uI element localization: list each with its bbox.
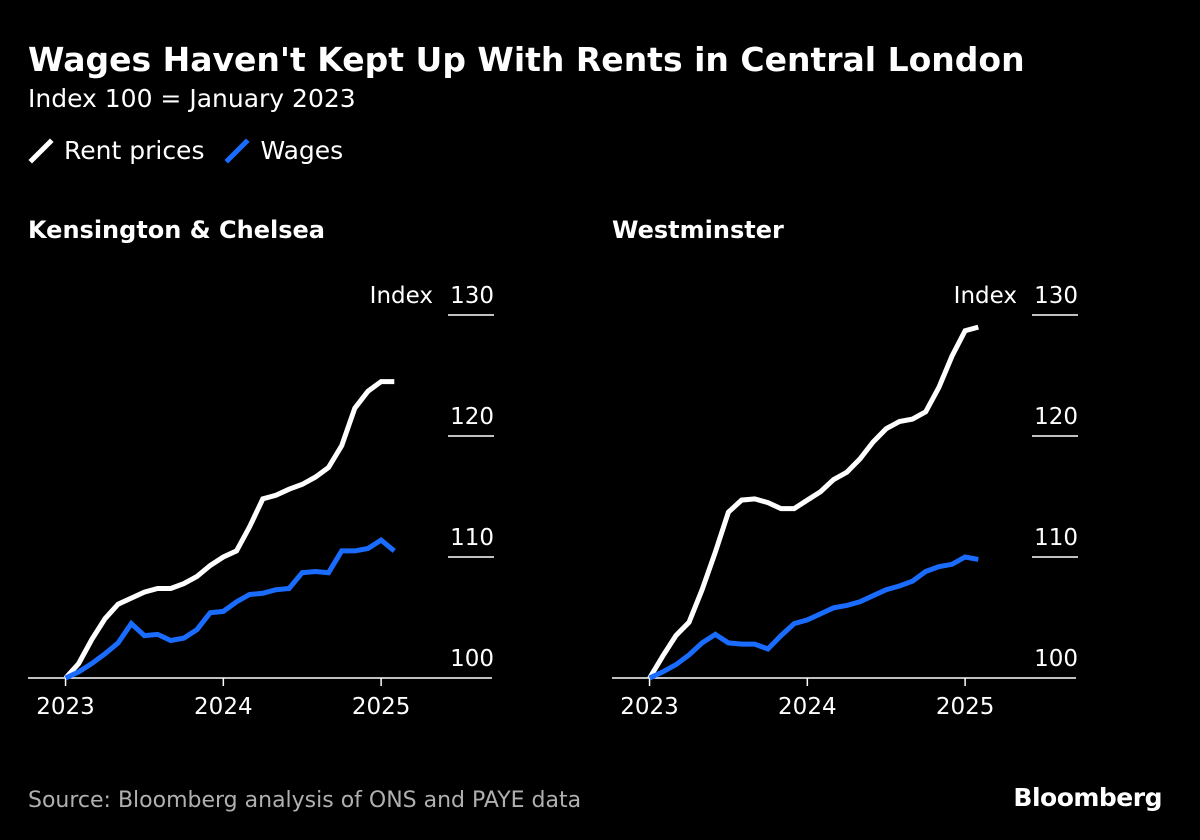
source-note: Source: Bloomberg analysis of ONS and PA… bbox=[28, 788, 582, 813]
x-tick-label-2025: 2025 bbox=[352, 694, 411, 720]
legend: Rent prices Wages bbox=[28, 136, 343, 165]
x-tick-label-2023: 2023 bbox=[36, 694, 95, 720]
x-tick-label-2024: 2024 bbox=[194, 694, 253, 720]
panel-title: Kensington & Chelsea bbox=[28, 216, 325, 244]
y-tick-label-120: 120 bbox=[450, 404, 494, 430]
legend-label-rent: Rent prices bbox=[64, 136, 205, 165]
panel-title: Westminster bbox=[612, 216, 784, 244]
chart-title: Wages Haven't Kept Up With Rents in Cent… bbox=[28, 40, 1025, 79]
y-axis-label: Index bbox=[370, 283, 433, 309]
series-line-wages bbox=[64, 537, 396, 681]
series-line-rent-prices bbox=[63, 379, 395, 680]
legend-item-wages: Wages bbox=[224, 136, 343, 165]
y-tick-label-110: 110 bbox=[450, 525, 494, 551]
y-tick-label-120: 120 bbox=[1034, 404, 1078, 430]
chart-panel-kensington-chelsea: Kensington & Chelsea 100 110 120 130 Index 202… bbox=[28, 216, 494, 720]
chart-panel-westminster: Westminster 100 110 120 130 Index 2023 2024 2025 bbox=[612, 216, 1078, 720]
x-tick-label-2023: 2023 bbox=[620, 694, 679, 720]
y-tick-label-110: 110 bbox=[1034, 525, 1078, 551]
wages-line-swatch-icon bbox=[224, 137, 251, 164]
chart-subtitle: Index 100 = January 2023 bbox=[28, 84, 356, 113]
legend-label-wages: Wages bbox=[260, 136, 344, 165]
x-tick-label-2024: 2024 bbox=[778, 694, 837, 720]
y-tick-label-100: 100 bbox=[1034, 646, 1078, 672]
legend-item-rent: Rent prices bbox=[28, 136, 204, 165]
x-tick-label-2025: 2025 bbox=[936, 694, 995, 720]
brand-logo: Bloomberg bbox=[1013, 783, 1162, 812]
y-tick-label-130: 130 bbox=[1034, 283, 1078, 309]
y-tick-label-100: 100 bbox=[450, 646, 494, 672]
y-tick-label-130: 130 bbox=[450, 283, 494, 309]
y-axis-label: Index bbox=[954, 283, 1017, 309]
series-line-rent-prices bbox=[647, 324, 979, 680]
rent-line-swatch-icon bbox=[28, 137, 54, 164]
series-line-wages bbox=[648, 554, 979, 681]
